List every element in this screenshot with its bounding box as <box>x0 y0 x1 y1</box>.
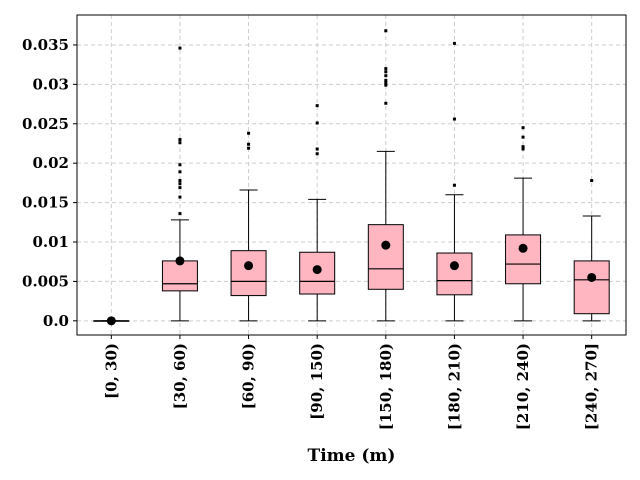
outlier-point <box>384 78 388 82</box>
outlier-point <box>247 131 251 135</box>
outlier-point <box>315 152 319 156</box>
outlier-point <box>384 29 388 33</box>
y-tick-label: 0.01 <box>32 233 69 251</box>
x-tick-label: [90, 150) <box>308 343 326 420</box>
mean-marker <box>449 261 459 271</box>
outlier-point <box>452 183 456 187</box>
y-tick-label: 0.005 <box>22 272 69 290</box>
outlier-point <box>384 101 388 105</box>
outlier-point <box>384 74 388 78</box>
grid-layer <box>77 15 626 335</box>
outlier-point <box>521 145 525 149</box>
outlier-point <box>178 46 182 50</box>
y-tick-label: 0.015 <box>22 194 69 212</box>
mean-marker <box>587 272 597 282</box>
y-tick-label: 0.035 <box>22 36 69 54</box>
y-tick-label: 0.0 <box>43 312 69 330</box>
iqr-box <box>505 234 542 285</box>
outlier-point <box>178 141 182 145</box>
mean-marker <box>381 240 391 250</box>
outlier-point <box>521 126 525 130</box>
x-tick-label: [180, 210) <box>445 343 463 430</box>
outlier-point <box>590 179 594 183</box>
mean-marker <box>175 256 185 266</box>
box-group <box>367 29 404 322</box>
outlier-point <box>178 195 182 199</box>
outlier-point <box>178 179 182 183</box>
x-tick-label: [210, 240) <box>514 343 532 430</box>
mean-marker <box>312 265 322 275</box>
outlier-point <box>178 186 182 190</box>
mean-marker <box>244 261 254 271</box>
x-tick-label: [0, 30) <box>102 343 120 399</box>
outlier-point <box>384 70 388 74</box>
x-tick-label: [240, 270] <box>583 343 601 430</box>
outlier-point <box>178 138 182 142</box>
box-group <box>573 179 610 322</box>
outlier-point <box>178 182 182 186</box>
x-tick-label: [150, 180) <box>377 343 395 430</box>
outlier-point <box>247 146 251 150</box>
outlier-point <box>178 212 182 216</box>
mean-marker <box>518 243 528 253</box>
box-group <box>436 41 473 322</box>
box-group <box>299 104 336 322</box>
y-axis: 0.0 0.005 0.01 0.015 0.02 0.025 0.03 0.035 <box>22 36 77 330</box>
outlier-point <box>384 67 388 71</box>
y-tick-label: 0.025 <box>22 115 69 133</box>
iqr-box <box>573 260 610 315</box>
x-axis: [0, 30) [30, 60) [60, 90) [90, 150) [150, 18… <box>102 335 601 430</box>
y-tick-label: 0.03 <box>32 75 69 93</box>
iqr-box <box>230 250 267 297</box>
outlier-point <box>315 147 319 151</box>
iqr-box <box>367 224 404 290</box>
outlier-point <box>247 142 251 146</box>
outlier-point <box>384 81 388 85</box>
plot-frame <box>76 14 627 336</box>
y-tick-label: 0.02 <box>32 154 69 172</box>
mean-marker <box>106 316 116 326</box>
box-group <box>161 46 198 322</box>
box-group <box>230 131 267 322</box>
outlier-point <box>178 163 182 167</box>
outlier-point <box>452 117 456 121</box>
outlier-point <box>315 121 319 125</box>
box-group <box>93 316 130 326</box>
x-tick-label: [60, 90) <box>240 343 258 409</box>
outlier-point <box>384 83 388 87</box>
box-group <box>505 126 542 322</box>
outlier-point <box>315 104 319 108</box>
outlier-point <box>521 135 525 139</box>
iqr-box <box>436 252 473 296</box>
iqr-box <box>299 251 336 295</box>
outlier-point <box>452 41 456 45</box>
x-axis-label: Time (m) <box>308 446 396 466</box>
outlier-point <box>178 170 182 174</box>
x-tick-label: [30, 60) <box>171 343 189 409</box>
box-layer <box>93 29 610 326</box>
outlier-point <box>521 147 525 151</box>
